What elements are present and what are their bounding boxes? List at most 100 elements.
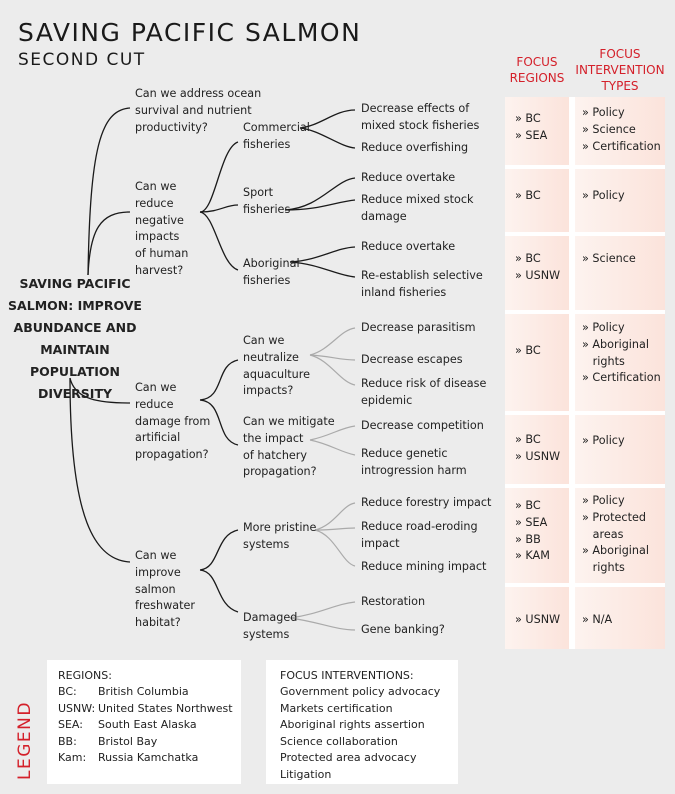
row-interventions: » Policy» Aboriginal rights» Certificati…	[582, 321, 661, 385]
action-road: Reduce road-eroding impact	[361, 520, 478, 550]
action-restoration: Restoration	[361, 595, 426, 608]
action-mixed-stock: Decrease effects of mixed stock fisheries	[361, 102, 480, 132]
action-sport-mixed: Reduce mixed stock damage	[361, 193, 474, 223]
interventions-header: FOCUS INTERVENTION TYPES	[575, 47, 665, 93]
legend-interventions-box: FOCUS INTERVENTIONS: Government policy a…	[266, 660, 458, 784]
action-gene-banking: Gene banking?	[361, 623, 445, 636]
row-regions: » BC	[515, 344, 541, 357]
regions-header: FOCUS REGIONS	[509, 55, 565, 85]
row-separator	[505, 583, 665, 587]
edge-hatch-genetic	[309, 439, 356, 456]
row-interventions: » Policy	[582, 189, 625, 202]
row-separator	[505, 310, 665, 314]
node-damaged-systems: Damaged systems	[243, 611, 298, 641]
edge-aqua-disease	[309, 354, 356, 386]
edge-root-habitat	[69, 377, 131, 563]
row-separator	[505, 165, 665, 169]
action-parasitism: Decrease parasitism	[361, 321, 476, 334]
row-regions: » BC» SEA» BB» KAM	[515, 499, 550, 563]
row-separator	[505, 232, 665, 236]
legend-intervention-item: Aboriginal rights assertion	[280, 718, 425, 732]
legend-interventions-title: FOCUS INTERVENTIONS:	[280, 669, 414, 682]
question-harvest: Can we reduce negative impacts of human harve…	[135, 180, 189, 277]
legend-intervention-item: Science collaboration	[280, 734, 398, 748]
page-title: SAVING PACIFIC SALMON	[18, 18, 362, 47]
legend-label: LEGEND	[15, 701, 35, 780]
action-forestry: Reduce forestry impact	[361, 496, 492, 509]
legend-intervention-item: Markets certification	[280, 701, 393, 715]
edge-habitat-damaged	[199, 569, 239, 613]
action-mining: Reduce mining impact	[361, 560, 487, 573]
legend-intervention-item: Protected area advocacy	[280, 751, 417, 765]
edge-harvest-sport	[199, 204, 239, 213]
edge-damaged-restoration	[289, 601, 356, 619]
edge-sport-overtake	[284, 177, 356, 211]
question-habitat: Can we improve salmon freshwater habitat?	[135, 549, 195, 630]
edge-root-ocean	[87, 107, 131, 276]
action-sport-overtake: Reduce overtake	[361, 171, 456, 184]
legend-regions-list: BC: British Columbia USNW: United States N…	[58, 684, 233, 767]
edge-commercial-mixed	[299, 109, 356, 129]
row-separator	[505, 411, 665, 415]
edge-prop-hatchery	[199, 399, 239, 446]
row-regions: » BC» USNW	[515, 433, 561, 463]
edge-damaged-genebank	[289, 617, 356, 631]
row-interventions: » Policy» Protected areas» Aboriginal ri…	[582, 494, 649, 575]
root-goal: SAVING PACIFIC SALMON: IMPROVE ABUNDANCE A…	[8, 276, 142, 401]
legend-region-item: SEA: South East Alaska	[58, 718, 197, 732]
row-interventions: » Policy	[582, 434, 625, 447]
edge-hatch-competition	[309, 425, 356, 441]
column-gap	[569, 97, 575, 649]
page-subtitle: SECOND CUT	[18, 50, 146, 70]
question-propagation: Can we reduce damage from artificial propaga…	[135, 381, 211, 462]
edge-commercial-overfishing	[299, 127, 356, 149]
row-separator	[505, 484, 665, 488]
action-escapes: Decrease escapes	[361, 353, 463, 366]
edge-pristine-road	[314, 527, 356, 531]
node-pristine-systems: More pristine systems	[243, 521, 317, 551]
legend-region-item: BB: Bristol Bay	[58, 734, 158, 748]
svg-text:LEGEND: LEGEND	[15, 701, 35, 780]
legend-region-item: Kam: Russia Kamchatka	[58, 751, 199, 765]
legend-intervention-item: Government policy advocacy	[280, 685, 441, 698]
edge-pristine-forestry	[314, 502, 356, 531]
regions-column	[505, 97, 569, 649]
edge-root-harvest	[87, 211, 131, 276]
node-hatchery: Can we mitigate the impact of hatchery prop…	[243, 415, 335, 479]
action-competition: Decrease competition	[361, 419, 484, 432]
edge-harvest-aboriginal	[199, 211, 239, 271]
edge-abor-selective	[289, 261, 356, 278]
edge-abor-overtake	[289, 246, 356, 263]
row-regions: » BC» USNW	[515, 252, 561, 282]
edge-habitat-pristine	[199, 529, 239, 571]
action-disease: Reduce risk of disease epidemic	[361, 377, 487, 407]
action-abor-overtake: Reduce overtake	[361, 240, 456, 253]
action-genetic: Reduce genetic introgression harm	[361, 447, 467, 477]
row-regions: » USNW	[515, 613, 561, 626]
edge-aqua-parasitism	[309, 327, 356, 356]
row-regions: » BC» SEA	[515, 112, 548, 142]
edge-pristine-mining	[314, 529, 356, 567]
legend-region-item: BC: British Columbia	[58, 685, 189, 698]
edge-sport-mixed	[284, 199, 356, 211]
edge-prop-aquaculture	[199, 359, 239, 401]
row-interventions: » Science	[582, 252, 636, 265]
row-interventions: » Policy» Science» Certification	[582, 106, 661, 153]
legend-intervention-item: Litigation	[280, 767, 332, 781]
legend-regions-box: REGIONS: BC: British Columbia USNW: United…	[47, 660, 241, 784]
action-overfishing: Reduce overfishing	[361, 141, 469, 154]
edge-aqua-escapes	[309, 354, 356, 361]
node-aboriginal-fisheries: Aboriginal fisheries	[243, 257, 300, 287]
legend-region-item: USNW: United States Northwest	[58, 701, 233, 715]
edge-root-propagation	[69, 377, 131, 404]
node-aquaculture: Can we neutralize aquaculture impacts?	[243, 334, 310, 398]
node-commercial-fisheries: Commercial fisheries	[243, 121, 310, 151]
row-regions: » BC	[515, 189, 541, 202]
interventions-column	[575, 97, 665, 649]
legend-regions-title: REGIONS:	[58, 669, 112, 682]
question-ocean: Can we address ocean survival and nutrien…	[135, 87, 262, 134]
edge-harvest-commercial	[199, 141, 239, 213]
legend-interventions-list: Government policy advocacy Markets certi…	[280, 684, 440, 784]
action-abor-selective: Re-establish selective inland fisheries	[361, 269, 483, 299]
